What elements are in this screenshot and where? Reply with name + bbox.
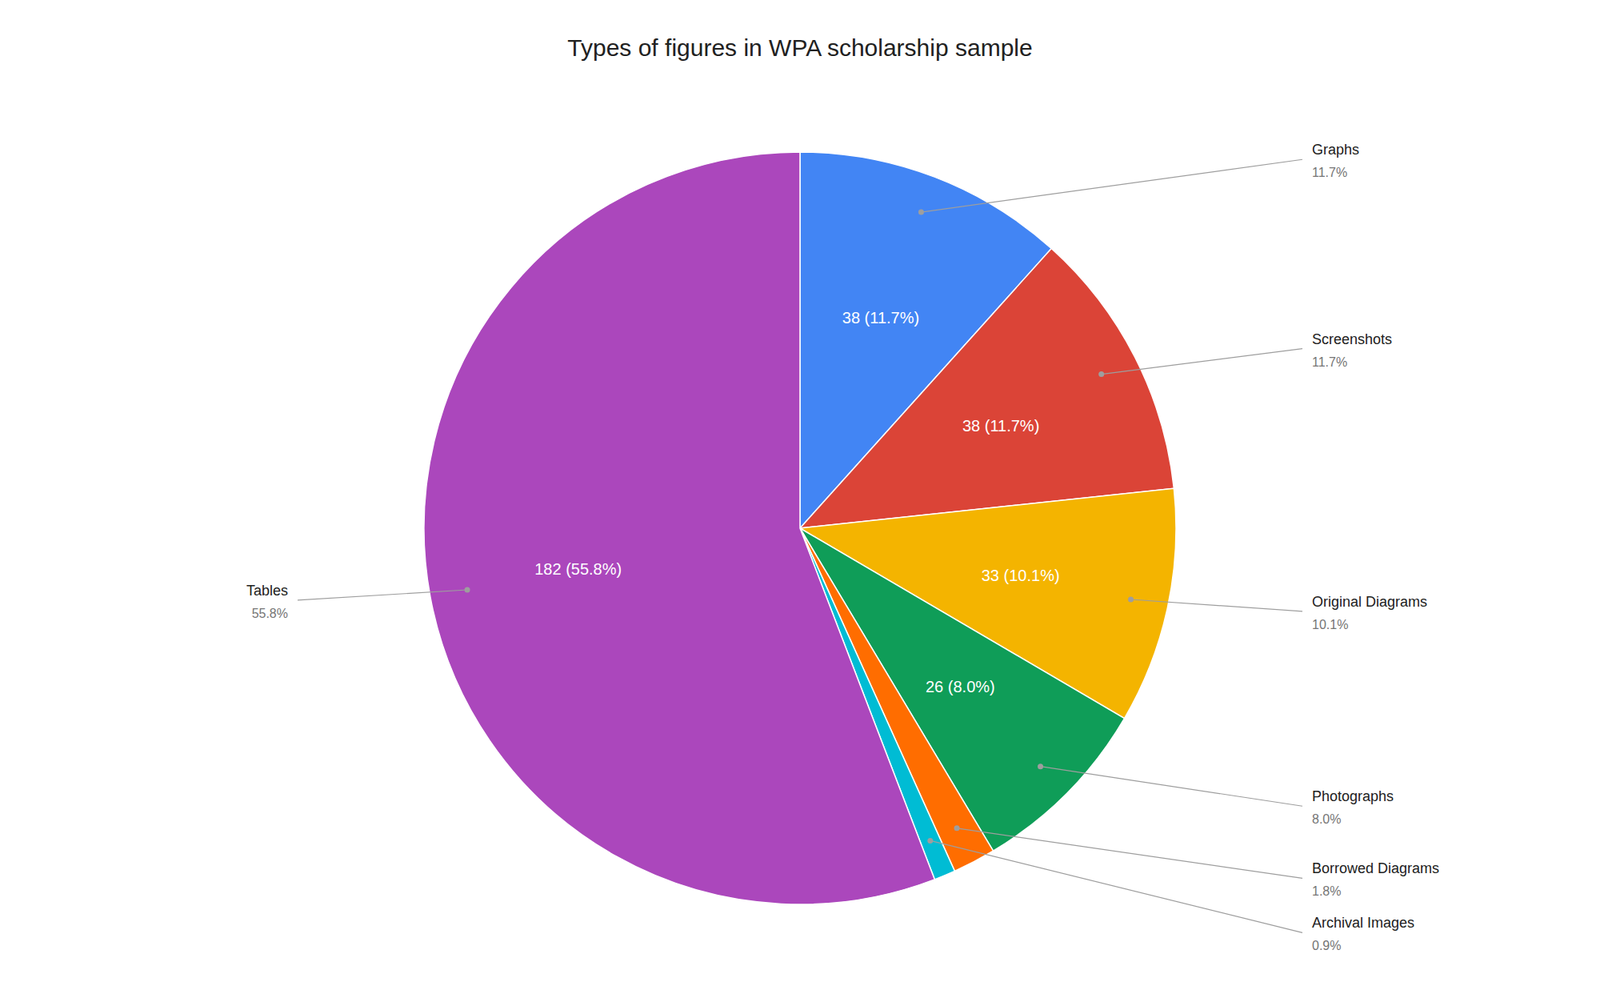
slice [800, 248, 1174, 528]
leader-line [297, 589, 468, 600]
annotation-name: Tables [246, 582, 288, 599]
leader-line [1101, 348, 1303, 375]
leader-line [1040, 766, 1303, 807]
annotations: Graphs 11.7% Screenshots 11.7% Original Diag… [246, 141, 1440, 952]
slices [424, 152, 1176, 904]
annotation-percentage: 10.1% [1312, 617, 1348, 632]
leader-dot [1037, 763, 1044, 769]
data-label: 182 (55.8%) [534, 560, 622, 578]
annotation-percentage: 55.8% [252, 606, 288, 620]
annotation-percentage: 0.9% [1312, 938, 1341, 952]
leader-line [1131, 599, 1303, 612]
annotation-name: Original Diagrams [1312, 593, 1428, 610]
leader-dot [1128, 596, 1134, 603]
leader-dot [1098, 371, 1104, 377]
data-label: 33 (10.1%) [981, 566, 1060, 584]
leader-dot [464, 587, 471, 593]
slice [424, 152, 935, 904]
labels: 38 (11.7%) 38 (11.7%) 33 (10.1%) 26 (8.0%) 1… [534, 308, 1060, 696]
leader-line [956, 828, 1303, 878]
annotation-name: Screenshots [1312, 331, 1392, 348]
annotation-name: Archival Images [1312, 914, 1415, 931]
annotation-name: Photographs [1312, 788, 1394, 804]
annotation-name: Graphs [1312, 141, 1360, 158]
leader-dot [927, 837, 933, 844]
leader-dot [918, 209, 924, 216]
annotation-percentage: 1.8% [1312, 884, 1341, 898]
data-label: 26 (8.0%) [925, 677, 996, 696]
data-label: 38 (11.7%) [842, 308, 920, 327]
chart: Types of figures in WPA scholarship samp… [0, 0, 1600, 990]
leader-line [920, 159, 1303, 212]
annotation-name: Borrowed Diagrams [1312, 860, 1440, 876]
annotation-percentage: 8.0% [1312, 812, 1341, 826]
leader-line [930, 840, 1303, 932]
annotation-percentage: 11.7% [1312, 165, 1348, 180]
title: Types of figures in WPA scholarship samp… [567, 34, 1032, 61]
leader-dot [954, 824, 960, 831]
annotation-percentage: 11.7% [1312, 355, 1348, 369]
chart-container: Types of figures in WPA scholarship samp… [0, 0, 1600, 990]
data-label: 38 (11.7%) [962, 416, 1040, 435]
